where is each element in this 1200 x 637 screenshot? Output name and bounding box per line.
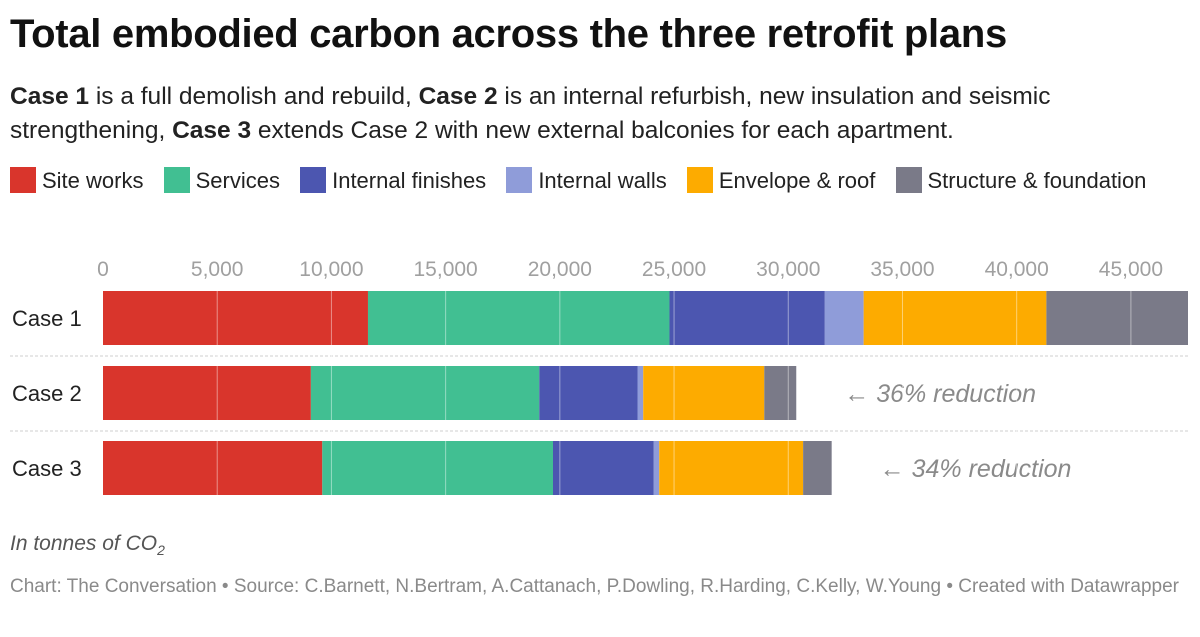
- legend-item-5: Structure & foundation: [895, 167, 1147, 193]
- legend-label: Site works: [42, 168, 144, 193]
- chart-subtitle: Case 1 is a full demolish and rebuild, C…: [10, 80, 1190, 148]
- x-tick-label: 15,000: [414, 258, 478, 281]
- category-label: Case 3: [12, 456, 82, 481]
- bar-segment: [552, 441, 654, 495]
- legend-swatch: [895, 167, 922, 193]
- bar-segment: [803, 441, 832, 495]
- units-note: In tonnes of CO2: [10, 532, 165, 558]
- x-tick-label: 0: [97, 258, 109, 281]
- x-tick-label: 40,000: [985, 258, 1049, 281]
- x-tick-label: 10,000: [299, 258, 363, 281]
- bar-segment: [1046, 291, 1188, 345]
- bar-segment: [764, 366, 797, 420]
- legend-label: Envelope & roof: [718, 168, 876, 193]
- legend-label: Structure & foundation: [927, 168, 1147, 193]
- x-tick-label: 45,000: [1099, 258, 1163, 281]
- legend-label: Internal walls: [538, 168, 667, 193]
- legend-item-2: Internal finishes: [300, 167, 487, 193]
- legend-swatch: [10, 167, 36, 193]
- bar-segment: [863, 291, 1047, 345]
- bar-segment: [643, 366, 765, 420]
- bar-segment: [637, 366, 644, 420]
- bar-segment: [659, 441, 804, 495]
- legend-swatch: [163, 167, 190, 193]
- bar-segment: [653, 441, 660, 495]
- subtitle-case1-label: Case 1: [10, 83, 90, 110]
- legend-item-0: Site works: [10, 167, 144, 193]
- units-note-subscript: 2: [157, 542, 165, 559]
- bar-segment: [669, 291, 825, 345]
- legend-swatch: [300, 167, 327, 193]
- subtitle-case1-text: is a full demolish and rebuild,: [89, 83, 419, 110]
- bar-segment: [322, 441, 553, 495]
- legend-label: Internal finishes: [332, 168, 487, 193]
- reduction-annotation: ← 34% reduction: [880, 455, 1072, 483]
- bar-segment: [103, 366, 311, 420]
- subtitle-case3-label: Case 3: [172, 117, 252, 144]
- bar-segment: [310, 366, 540, 420]
- chart-credits: Chart: The Conversation • Source: C.Barn…: [10, 576, 1179, 597]
- subtitle-case2-text: is an internal refurbish, new insulation…: [10, 83, 1051, 144]
- legend-label: Services: [195, 168, 280, 193]
- legend-item-3: Internal walls: [506, 167, 667, 193]
- chart-title: Total embodied carbon across the three r…: [10, 12, 1007, 56]
- bar-segment: [367, 291, 670, 345]
- legend-item-4: Envelope & roof: [686, 167, 876, 193]
- legend-swatch: [506, 167, 533, 193]
- category-label: Case 1: [12, 306, 82, 331]
- chart-legend: Site works Services Internal finishes In…: [10, 164, 1190, 198]
- bar-segment: [824, 291, 864, 345]
- bar-segment: [103, 291, 368, 345]
- x-tick-label: 35,000: [870, 258, 934, 281]
- reduction-annotation: ← 36% reduction: [844, 380, 1036, 408]
- subtitle-case3-text: extends Case 2 with new external balconi…: [251, 117, 954, 144]
- subtitle-case2-label: Case 2: [418, 83, 498, 110]
- legend-swatch: [686, 167, 713, 193]
- bar-segment: [539, 366, 638, 420]
- legend-item-1: Services: [163, 167, 280, 193]
- x-tick-label: 5,000: [191, 258, 244, 281]
- x-tick-label: 25,000: [642, 258, 706, 281]
- bar-segment: [103, 441, 323, 495]
- stacked-bar-chart: 0 5,000 10,000 15,000 20,000 25,000 30,000 35,0…: [10, 258, 1188, 495]
- x-tick-label: 20,000: [528, 258, 592, 281]
- category-label: Case 2: [12, 381, 82, 406]
- x-tick-label: 30,000: [756, 258, 820, 281]
- units-note-text: In tonnes of CO: [10, 532, 158, 555]
